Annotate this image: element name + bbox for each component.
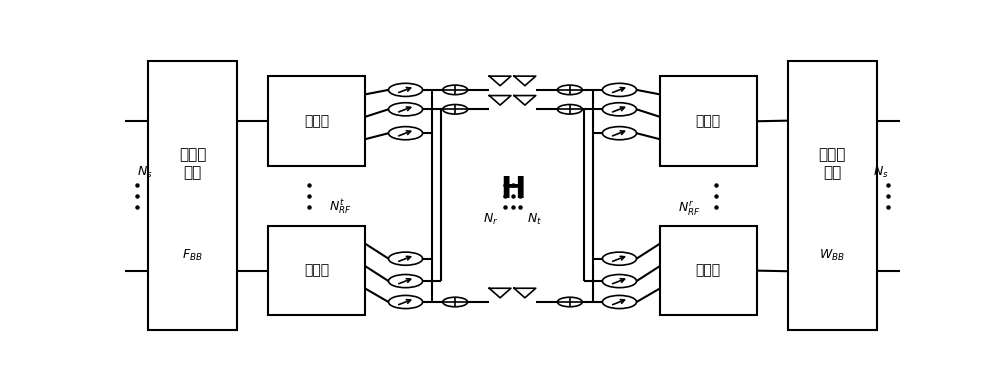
Text: $\mathbf{H}$: $\mathbf{H}$ bbox=[500, 175, 525, 204]
Bar bbox=[660, 76, 757, 166]
Bar bbox=[268, 226, 365, 315]
Text: 射频链: 射频链 bbox=[696, 114, 721, 128]
Text: 数字预
编码: 数字预 编码 bbox=[818, 147, 846, 180]
Text: $N_r$: $N_r$ bbox=[483, 212, 498, 227]
Bar bbox=[660, 226, 757, 315]
Text: $N_{RF}^t$: $N_{RF}^t$ bbox=[329, 198, 351, 217]
Text: $N_t$: $N_t$ bbox=[527, 212, 542, 227]
Text: $N_s$: $N_s$ bbox=[137, 165, 152, 180]
Text: 射频链: 射频链 bbox=[696, 263, 721, 278]
Text: $N_{RF}^r$: $N_{RF}^r$ bbox=[678, 199, 700, 217]
Text: 数字预
编码: 数字预 编码 bbox=[179, 147, 207, 180]
Bar bbox=[148, 61, 237, 331]
Bar bbox=[268, 76, 365, 166]
Text: 射频链: 射频链 bbox=[304, 263, 329, 278]
Text: $N_s$: $N_s$ bbox=[873, 165, 888, 180]
Text: $F_{BB}$: $F_{BB}$ bbox=[182, 248, 203, 263]
Text: 射频链: 射频链 bbox=[304, 114, 329, 128]
Bar bbox=[788, 61, 877, 331]
Text: $W_{BB}$: $W_{BB}$ bbox=[819, 248, 845, 263]
